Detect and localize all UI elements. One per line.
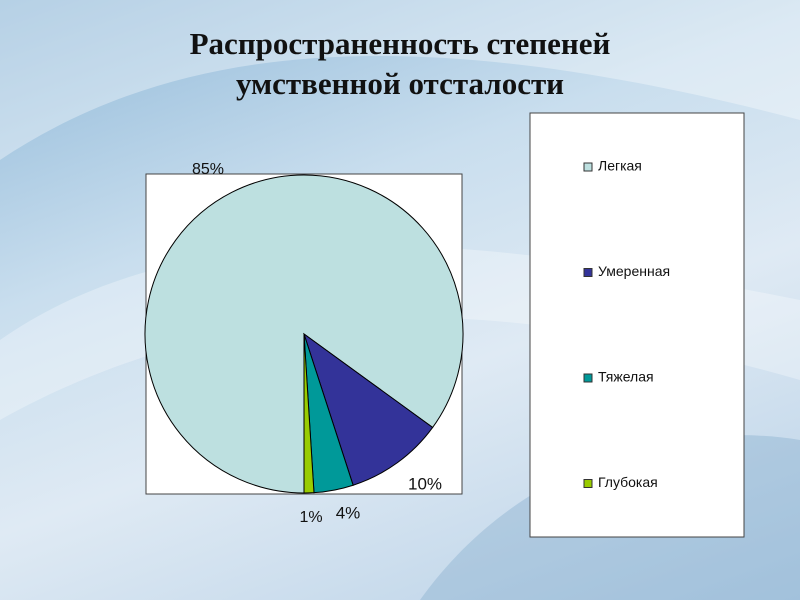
data-label: 1% bbox=[299, 509, 322, 526]
data-label: 85% bbox=[192, 161, 224, 178]
pie-slice bbox=[303, 333, 315, 494]
legend-label: Умеренная bbox=[598, 263, 670, 279]
chart-title: Распространенность степеней умственной о… bbox=[189, 26, 611, 101]
data-label: 10% bbox=[408, 474, 442, 493]
legend-marker bbox=[583, 162, 593, 172]
legend-label: Легкая bbox=[598, 158, 642, 174]
legend-marker bbox=[583, 373, 593, 383]
legend-label: Тяжелая bbox=[598, 369, 654, 385]
legend-label: Глубокая bbox=[598, 474, 658, 490]
legend-marker bbox=[583, 268, 593, 277]
pie-slice bbox=[303, 332, 434, 486]
data-label: 4% bbox=[336, 503, 361, 522]
legend-marker bbox=[583, 479, 593, 488]
legend-box bbox=[529, 112, 745, 538]
